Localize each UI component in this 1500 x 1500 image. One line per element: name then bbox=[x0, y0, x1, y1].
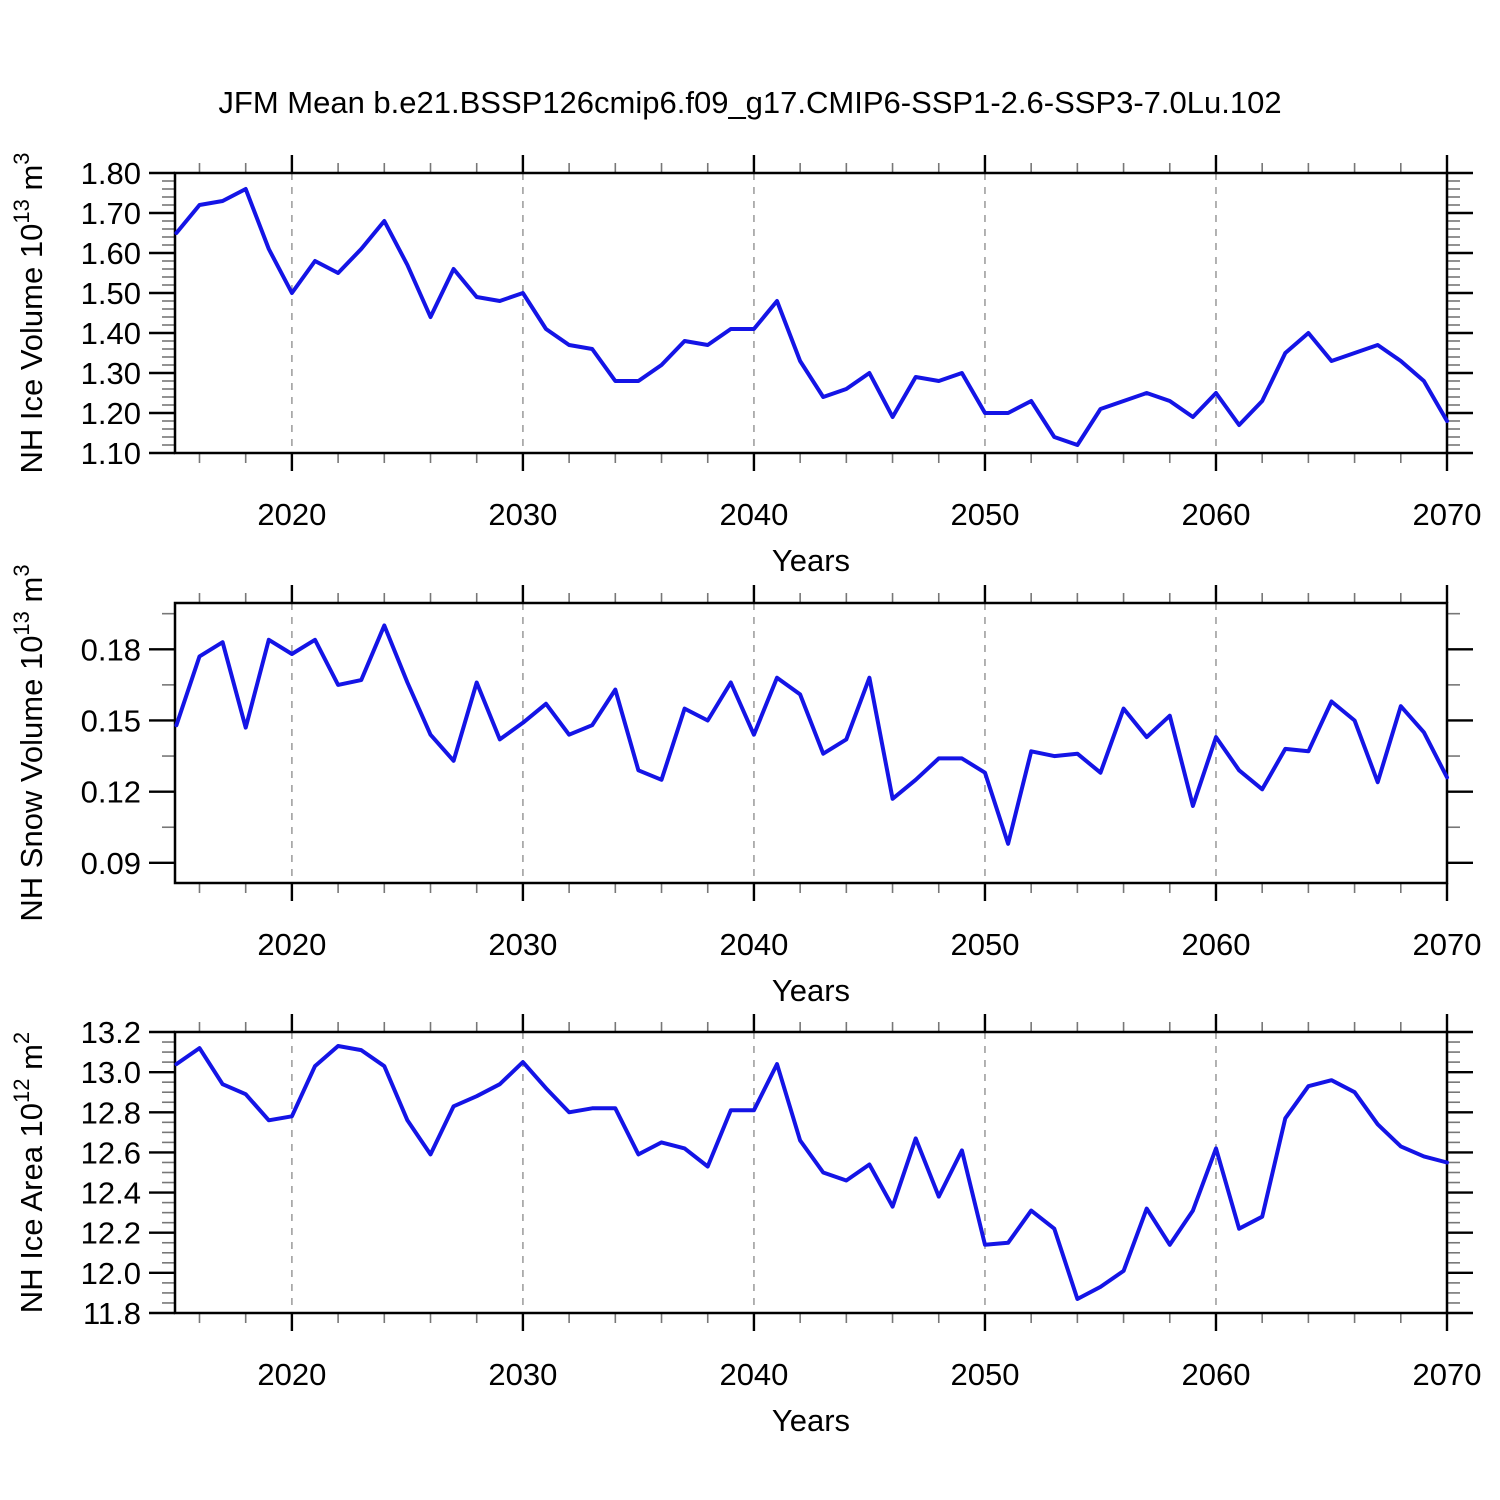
x-axis-label: Years bbox=[772, 973, 850, 1008]
panel-nh-ice-volume: 2020 2030 2040 2050 2060 2070 1.10 1.20 1.30 1.40… bbox=[9, 152, 1481, 578]
x-tick-label: 2040 bbox=[719, 927, 788, 962]
y-tick-label: 1.40 bbox=[81, 316, 141, 351]
y-tick-label: 1.30 bbox=[81, 356, 141, 391]
x-tick-label: 2030 bbox=[488, 497, 557, 532]
data-line bbox=[174, 187, 1449, 447]
data-line bbox=[174, 623, 1449, 846]
y-tick-label: 0.12 bbox=[81, 775, 141, 810]
y-tick-label: 0.18 bbox=[81, 632, 141, 667]
y-tick-label: 1.20 bbox=[81, 396, 141, 431]
y-tick-label: 1.60 bbox=[81, 236, 141, 271]
y-tick-label: 12.0 bbox=[81, 1256, 141, 1291]
plot-frame bbox=[173, 601, 1449, 885]
x-tick-label: 2070 bbox=[1413, 497, 1482, 532]
x-tick-label: 2040 bbox=[719, 497, 788, 532]
y-tick-label: 12.8 bbox=[81, 1095, 141, 1130]
x-tick-label: 2050 bbox=[950, 1357, 1019, 1392]
y-tick-label: 1.50 bbox=[81, 276, 141, 311]
x-tick-label: 2070 bbox=[1413, 927, 1482, 962]
y-tick-label: 12.6 bbox=[81, 1135, 141, 1170]
y-tick-label: 12.4 bbox=[81, 1176, 141, 1211]
x-tick-label: 2020 bbox=[257, 1357, 326, 1392]
data-line bbox=[174, 1044, 1449, 1301]
plot-frame bbox=[173, 171, 1449, 455]
x-axis-label: Years bbox=[772, 543, 850, 578]
x-tick-label: 2060 bbox=[1181, 497, 1250, 532]
x-tick-label: 2040 bbox=[719, 1357, 788, 1392]
x-tick-label: 2060 bbox=[1181, 927, 1250, 962]
x-tick-label: 2020 bbox=[257, 497, 326, 532]
y-axis-label: NH Snow Volume 1013 m3 bbox=[9, 564, 49, 921]
y-tick-label: 13.0 bbox=[81, 1055, 141, 1090]
y-axis-label: NH Ice Area 1012 m2 bbox=[9, 1032, 49, 1313]
y-axis-label: NH Ice Volume 1013 m3 bbox=[9, 152, 49, 473]
y-tick-label: 0.15 bbox=[81, 703, 141, 738]
y-tick-label: 0.09 bbox=[81, 846, 141, 881]
y-tick-label: 1.80 bbox=[81, 156, 141, 191]
plot-frame bbox=[173, 1030, 1449, 1315]
y-tick-label: 11.8 bbox=[83, 1296, 141, 1331]
y-tick-label: 1.10 bbox=[81, 436, 141, 471]
x-axis-label: Years bbox=[772, 1403, 850, 1438]
panel-nh-ice-area: 2020 2030 2040 2050 2060 2070 11.8 12.0 12.2 12.4… bbox=[9, 1014, 1481, 1438]
panel-nh-snow-volume: 2020 2030 2040 2050 2060 2070 0.09 0.12 0.15 0.18… bbox=[9, 564, 1481, 1008]
figure-title: JFM Mean b.e21.BSSP126cmip6.f09_g17.CMIP… bbox=[218, 85, 1282, 120]
x-tick-label: 2050 bbox=[950, 927, 1019, 962]
y-tick-label: 1.70 bbox=[81, 196, 141, 231]
x-tick-label: 2050 bbox=[950, 497, 1019, 532]
y-tick-label: 12.2 bbox=[81, 1216, 141, 1251]
x-tick-label: 2060 bbox=[1181, 1357, 1250, 1392]
x-tick-label: 2020 bbox=[257, 927, 326, 962]
x-tick-label: 2030 bbox=[488, 927, 557, 962]
y-tick-label: 13.2 bbox=[81, 1015, 141, 1050]
x-tick-label: 2070 bbox=[1413, 1357, 1482, 1392]
x-tick-label: 2030 bbox=[488, 1357, 557, 1392]
